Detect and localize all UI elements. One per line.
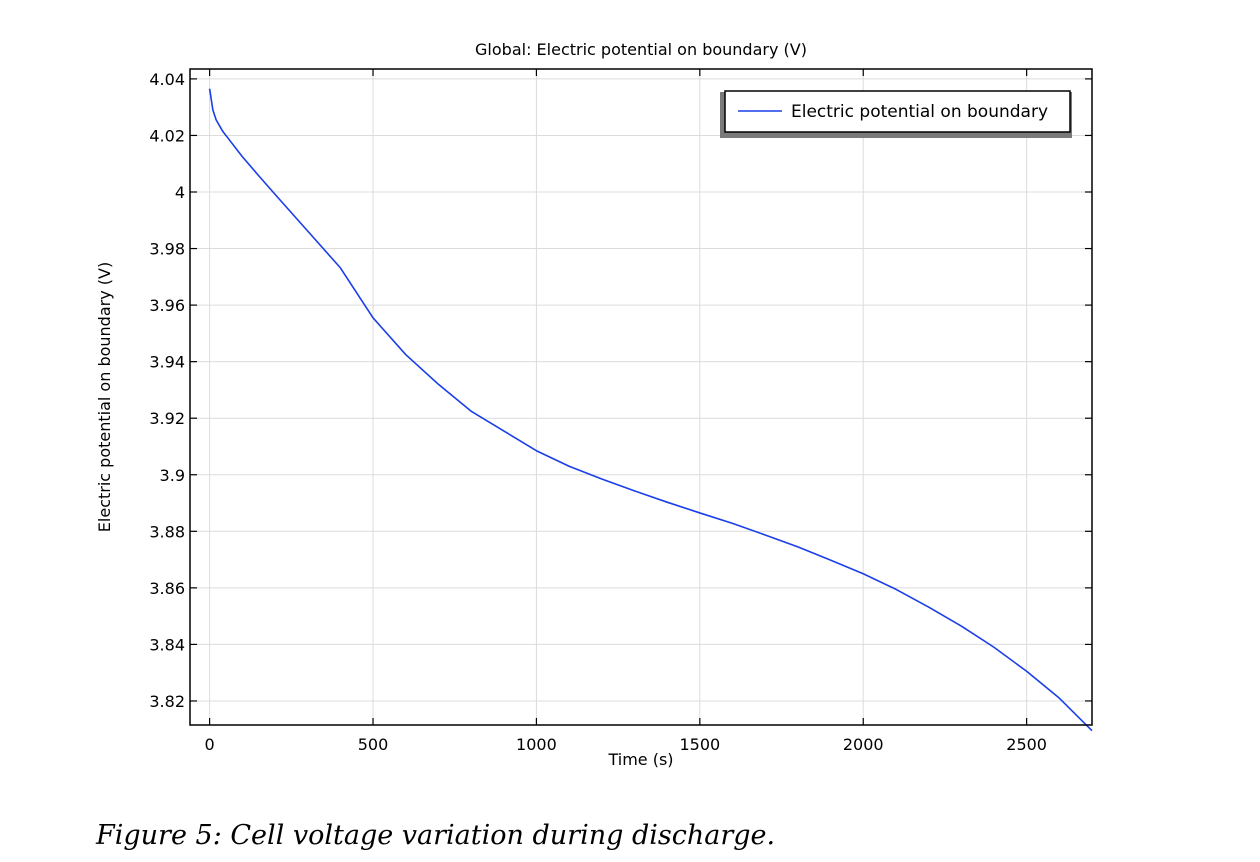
y-tick-label: 4.02 [149,126,185,145]
legend-label: Electric potential on boundary [791,102,1048,122]
x-tick-label: 500 [358,735,389,754]
y-tick-label: 3.96 [149,296,185,315]
y-tick-label: 3.92 [149,409,185,428]
y-tick-label: 3.86 [149,579,185,598]
x-tick-label: 2000 [843,735,884,754]
x-tick-label: 1000 [516,735,557,754]
y-axis-title: Electric potential on boundary (V) [95,262,114,532]
x-tick-label: 1500 [679,735,720,754]
plot-title: Global: Electric potential on boundary (… [475,40,807,59]
y-tick-label: 4.04 [149,70,185,89]
plot-frame [189,68,1093,726]
x-axis-title: Time (s) [607,750,673,769]
y-tick-label: 3.84 [149,635,185,654]
y-tick-label: 3.98 [149,240,185,259]
y-tick-label: 3.82 [149,692,185,711]
legend-box [724,90,1071,133]
y-tick-label: 4 [175,183,185,202]
series-layer [208,88,1093,732]
figure-caption: Figure 5: Cell voltage variation during … [96,820,776,851]
y-tick-label: 3.94 [149,353,185,372]
y-tick-label: 3.88 [149,522,185,541]
y-tick-label: 3.9 [160,466,185,485]
legend: Electric potential on boundary [720,90,1072,138]
series-line [208,88,1093,732]
axis-ticks [190,69,1092,725]
tick-labels: 0 500 1000 1500 2000 2500 3.82 3.84 3.86 3.88 3.9 3… [149,70,1047,754]
x-tick-label: 0 [205,735,215,754]
grid [190,69,1092,725]
x-tick-label: 2500 [1006,735,1047,754]
